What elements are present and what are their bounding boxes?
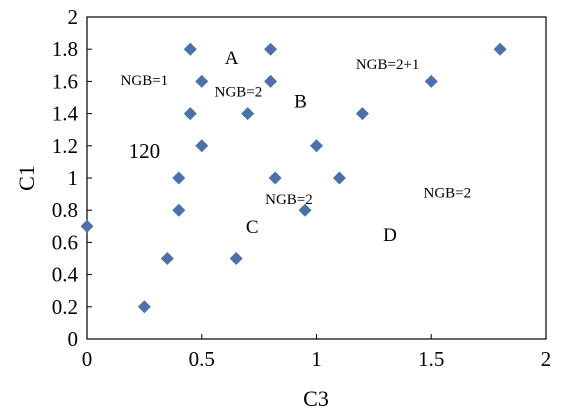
data-point	[183, 42, 197, 56]
annotation-label: C	[246, 217, 259, 238]
data-point	[183, 107, 197, 121]
y-tick-label: 1.6	[52, 69, 78, 93]
data-points	[80, 42, 507, 314]
data-point	[268, 171, 282, 185]
y-tick-label: 1.4	[52, 102, 79, 126]
data-point	[160, 252, 174, 265]
data-point	[137, 300, 151, 314]
x-tick-label: 2	[541, 347, 552, 371]
annotation-label: 120	[129, 139, 161, 163]
data-point	[332, 171, 346, 185]
y-tick-label: 1.8	[52, 37, 78, 61]
y-tick-label: 1.2	[52, 134, 78, 158]
annotation-label: NGB=2	[215, 84, 263, 100]
data-point	[493, 42, 507, 56]
x-tick-label: 0	[82, 347, 93, 371]
y-tick-label: 0	[68, 327, 79, 351]
x-axis-title: C3	[303, 386, 329, 411]
y-axis-title: C1	[14, 165, 39, 191]
data-point	[195, 139, 209, 153]
y-tick-label: 0.2	[52, 295, 78, 319]
data-point	[241, 107, 255, 121]
data-point	[229, 252, 243, 265]
data-point	[424, 74, 438, 88]
data-point	[355, 107, 369, 121]
annotation-label: NGB=1	[121, 73, 169, 89]
x-axis-ticks: 0 0.5 1 1.5 2	[82, 334, 552, 371]
data-point	[310, 139, 323, 153]
y-tick-label: 2	[68, 5, 79, 29]
annotation-label: NGB=2	[423, 186, 471, 202]
plot-frame	[86, 16, 547, 340]
data-point	[298, 203, 312, 217]
annotation-label: NGB=2	[265, 192, 313, 208]
region-annotations: A B C D 120 NGB=1 NGB=2 NGB=2+1 NGB=2 NGB=2	[121, 48, 472, 246]
y-tick-label: 1	[68, 166, 79, 190]
data-point	[195, 74, 209, 88]
annotation-label: A	[225, 48, 239, 69]
y-axis-ticks: 0 0.2 0.4 0.6 0.8 1 1.2 1.4 1.6 1.8 2	[52, 5, 92, 351]
y-tick-label: 0.4	[52, 263, 79, 287]
data-point	[80, 219, 94, 233]
data-point	[264, 42, 278, 56]
x-tick-label: 1	[311, 347, 322, 371]
data-point	[172, 171, 186, 185]
annotation-label: B	[294, 91, 307, 112]
x-tick-label: 1.5	[418, 347, 444, 371]
y-tick-label: 0.8	[52, 198, 78, 222]
x-tick-label: 0.5	[189, 347, 215, 371]
y-tick-label: 0.6	[52, 230, 78, 254]
data-point	[172, 203, 186, 217]
annotation-label: NGB=2+1	[356, 57, 420, 73]
annotation-label: D	[383, 225, 397, 246]
data-point	[264, 74, 278, 88]
